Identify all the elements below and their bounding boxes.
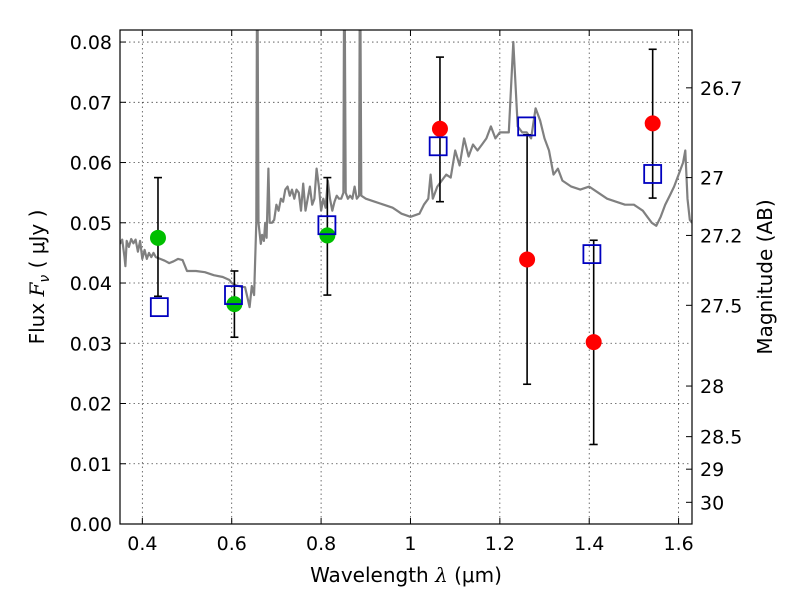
right-tick-label: 26.7 — [700, 78, 742, 100]
right-tick-label: 27.2 — [700, 225, 742, 247]
x-tick-label: 0.6 — [217, 533, 247, 555]
right-tick-label: 27.5 — [700, 295, 742, 317]
right-tick-label: 29 — [700, 459, 724, 481]
right-tick-label: 27 — [700, 168, 724, 190]
markers — [149, 115, 663, 351]
data-point — [149, 229, 166, 246]
x-tick-label: 1.4 — [574, 533, 604, 555]
data-point — [585, 334, 602, 351]
sed-model-line — [120, 30, 692, 309]
x-tick-label: 1.2 — [485, 533, 515, 555]
model-point — [149, 297, 169, 318]
right-tick-label: 28.5 — [700, 427, 742, 449]
y-tick-label: 0.07 — [70, 92, 112, 114]
model-point — [317, 215, 337, 236]
y-tick-label: 0.03 — [70, 333, 112, 355]
y-tick-label: 0.08 — [70, 32, 112, 54]
sed-model-layer — [120, 30, 692, 309]
model-point — [517, 116, 537, 137]
y-tick-label: 0.06 — [70, 153, 112, 175]
axis-ticks: 0.4 0.6 0.8 1 1.2 1.4 1.6 0.00 0.01 0.02 0.03 0.04 0… — [70, 30, 742, 555]
right-tick-label: 28 — [700, 376, 724, 398]
x-tick-label: 0.4 — [127, 533, 157, 555]
x-tick-label: 1 — [404, 533, 416, 555]
model-point — [582, 244, 602, 265]
y-tick-label: 0.04 — [70, 273, 112, 295]
error-bars — [153, 48, 657, 446]
plot-frame — [119, 29, 693, 525]
model-point — [224, 285, 243, 305]
x-tick-label: 1.6 — [663, 533, 693, 555]
model-point — [643, 164, 663, 184]
y-tick-label: 0.02 — [70, 394, 112, 416]
y-tick-label: 0.00 — [70, 514, 112, 536]
data-point — [319, 227, 336, 244]
right-axis-label: Magnitude (AB) — [753, 199, 777, 354]
grid-lines — [120, 30, 692, 525]
x-tick-label: 0.8 — [306, 533, 336, 555]
y-tick-label: 0.01 — [70, 454, 112, 476]
y-axis-label: Flux Fν ( μJy ) — [25, 210, 53, 345]
model-point — [428, 136, 448, 157]
right-tick-label: 30 — [700, 492, 724, 514]
x-axis-label: Wavelength λ (μm) — [310, 563, 502, 587]
y-tick-label: 0.05 — [70, 213, 112, 235]
data-point — [431, 120, 448, 137]
data-point — [519, 251, 536, 268]
data-point — [644, 115, 661, 132]
